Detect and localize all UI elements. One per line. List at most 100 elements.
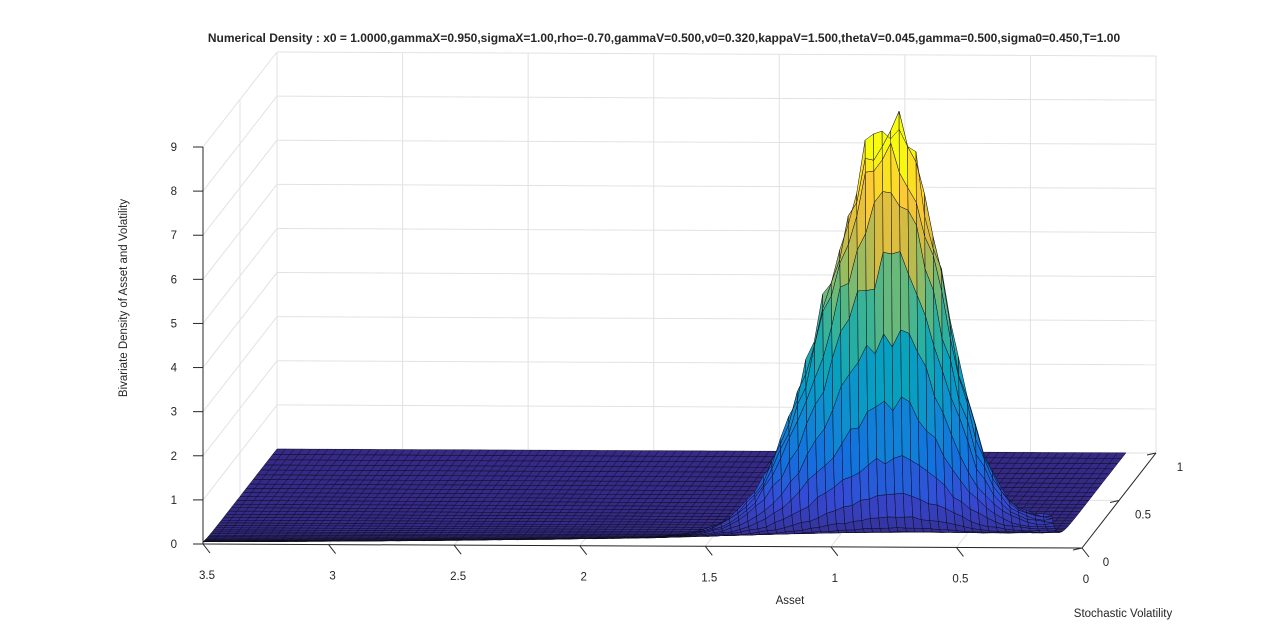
y-tick-mark xyxy=(1072,547,1083,551)
grid-line xyxy=(276,360,1157,366)
z-tick-label: 9 xyxy=(171,142,177,154)
surface-patch xyxy=(902,492,913,518)
grid-line xyxy=(276,183,1157,189)
surface-patch xyxy=(870,517,881,529)
surface-patch xyxy=(904,516,915,529)
grid-line xyxy=(276,139,1157,145)
surface-patch xyxy=(864,133,874,161)
grid-line xyxy=(276,404,1157,410)
surface-patch xyxy=(862,528,874,533)
surface-patch xyxy=(618,537,628,539)
z-tick-label: 6 xyxy=(171,274,177,286)
z-tick-label: 1 xyxy=(171,495,177,507)
z-tick-label: 2 xyxy=(171,451,177,463)
surface-patch xyxy=(910,459,921,500)
z-tick-label: 3 xyxy=(171,407,177,419)
surface-patch xyxy=(926,431,937,479)
x-tick-label: 0.5 xyxy=(952,573,968,585)
surface-patch xyxy=(884,458,895,496)
x-tick-mark xyxy=(202,543,211,554)
surface-patch xyxy=(474,539,484,541)
z-tick-label: 7 xyxy=(171,230,177,242)
surface-patch xyxy=(866,344,877,412)
z-tick-label: 4 xyxy=(171,363,178,375)
y-tick-mark xyxy=(1146,452,1157,456)
surface-patch xyxy=(865,288,876,355)
surface-patch xyxy=(929,520,940,531)
surface-patch xyxy=(508,538,518,540)
x-tick-label: 1 xyxy=(832,573,838,585)
x-tick-label: 0 xyxy=(1083,574,1089,586)
surface-patch xyxy=(879,527,891,533)
surface-patch xyxy=(905,527,916,533)
surface-patch xyxy=(867,458,878,500)
grid-line xyxy=(276,316,1157,322)
grid-line xyxy=(276,51,1157,57)
y-tick-label: 0.5 xyxy=(1135,510,1151,522)
x-tick-label: 1.5 xyxy=(701,572,717,584)
surface-patch xyxy=(1043,513,1053,518)
surface-patch xyxy=(901,396,911,461)
surface-patch xyxy=(928,503,939,522)
surface-patch xyxy=(911,495,922,520)
surface-patch xyxy=(559,538,569,540)
x-tick-label: 3 xyxy=(329,571,335,583)
x-tick-label: 3.5 xyxy=(199,570,215,582)
grid-line xyxy=(276,227,1157,233)
surface-patch xyxy=(209,533,220,536)
x-tick-mark xyxy=(704,545,713,556)
x-axis-line xyxy=(202,543,1083,549)
x-tick-mark xyxy=(579,545,588,556)
surface-patch xyxy=(871,528,882,533)
chart-title: Numerical Density : x0 = 1.0000,gammaX=0… xyxy=(208,31,1121,45)
surface-patch xyxy=(877,494,888,519)
y-tick-label: 1 xyxy=(1177,462,1183,474)
surface-patch xyxy=(987,526,998,532)
surface-patch xyxy=(610,537,620,539)
z-tick-label: 5 xyxy=(171,318,177,330)
surface-patch xyxy=(900,329,911,403)
surface-patch xyxy=(853,520,864,531)
surface-patch xyxy=(845,529,857,533)
x-tick-mark xyxy=(453,544,462,555)
surface-patch xyxy=(1057,525,1069,529)
z-tick-label: 8 xyxy=(171,186,177,198)
surface-patch xyxy=(843,505,854,524)
surface-patch xyxy=(882,251,893,348)
y-tick-mark xyxy=(1109,500,1120,503)
surface-patch xyxy=(1059,523,1071,527)
grid-line xyxy=(276,272,1157,278)
surface-patch xyxy=(878,516,889,529)
grid-line xyxy=(276,95,1157,101)
x-tick-mark xyxy=(830,546,839,557)
surface-patch xyxy=(1036,523,1046,528)
y-axis-label: Stochastic Volatility xyxy=(1074,608,1173,620)
surface-patch xyxy=(864,158,875,173)
surface-patch xyxy=(895,516,906,529)
surface-patch xyxy=(849,361,860,430)
x-tick-label: 2 xyxy=(581,572,587,584)
axes xyxy=(193,146,1157,558)
surface-patch xyxy=(885,493,897,518)
x-tick-mark xyxy=(1081,547,1090,558)
y-tick-label: 0 xyxy=(1103,557,1109,569)
surface-patch xyxy=(939,529,950,533)
surface-patch xyxy=(836,523,847,531)
surface-patch xyxy=(1028,525,1039,530)
surface-patch xyxy=(920,519,932,529)
surface-patch xyxy=(891,251,901,348)
density-surface xyxy=(202,110,1127,543)
x-tick-mark xyxy=(956,547,964,557)
surface-patch xyxy=(887,516,898,529)
surface-patch xyxy=(875,400,886,465)
surface-patch xyxy=(884,400,894,465)
surface-patch xyxy=(882,191,892,255)
x-axis-label: Asset xyxy=(776,595,806,607)
surface-patch xyxy=(1061,520,1073,524)
surface-patch xyxy=(894,492,905,518)
surface-patch xyxy=(860,498,871,521)
surface-patch xyxy=(851,472,861,506)
surface-patch xyxy=(867,406,877,466)
z-tick-label: 0 xyxy=(171,539,177,551)
